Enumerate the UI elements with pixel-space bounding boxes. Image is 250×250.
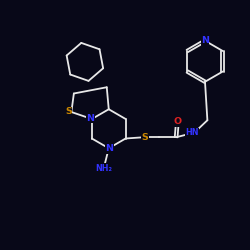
Text: N: N <box>201 36 209 45</box>
Text: N: N <box>86 114 94 123</box>
Text: NH₂: NH₂ <box>96 164 113 173</box>
Text: O: O <box>173 117 182 126</box>
Text: S: S <box>142 133 148 142</box>
Text: S: S <box>65 108 72 116</box>
Text: HN: HN <box>186 128 199 137</box>
Text: N: N <box>105 144 113 153</box>
